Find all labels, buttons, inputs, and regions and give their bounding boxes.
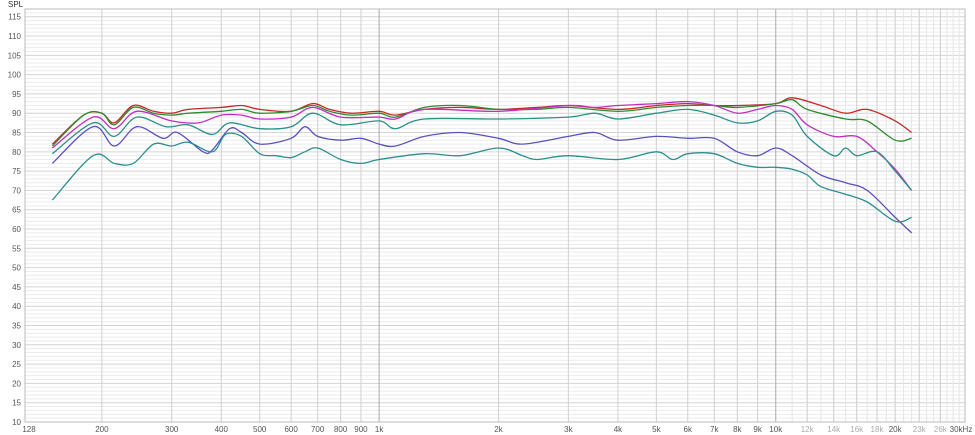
x-tick-label: 8k [733, 425, 742, 434]
x-tick-label: 500 [253, 425, 267, 434]
y-tick-label: 50 [12, 264, 21, 273]
y-tick-label: 40 [12, 302, 21, 311]
x-tick-label: 128 [22, 425, 36, 434]
y-tick-label: 95 [12, 90, 21, 99]
x-tick-label: 800 [334, 425, 348, 434]
x-tick-label: 18k [871, 425, 885, 434]
y-axis-label: SPL [8, 0, 24, 9]
x-tick-label: 26k [934, 425, 948, 434]
x-tick-label: 5k [652, 425, 661, 434]
y-tick-label: 55 [12, 244, 21, 253]
series-line-5 [51, 126, 913, 234]
y-tick-label: 20 [12, 379, 21, 388]
x-tick-label: 1k [375, 425, 384, 434]
y-tick-label: 80 [12, 148, 21, 157]
y-tick-label: 105 [8, 51, 22, 60]
x-tick-label: 4k [614, 425, 623, 434]
x-tick-label: 600 [284, 425, 298, 434]
x-tick-label: 400 [215, 425, 229, 434]
series-line-3 [51, 100, 913, 191]
x-tick-label: 7k [710, 425, 719, 434]
y-tick-label: 70 [12, 186, 21, 195]
y-tick-label: 15 [12, 399, 21, 408]
x-tick-label: 2k [494, 425, 503, 434]
x-tick-label: 6k [684, 425, 693, 434]
x-tick-label: 10k [769, 425, 783, 434]
x-tick-label: 14k [827, 425, 841, 434]
x-tick-label: 900 [354, 425, 368, 434]
y-tick-label: 90 [12, 109, 21, 118]
plot-frame [24, 8, 966, 423]
series-lines [51, 97, 913, 234]
x-tick-label: 23k [913, 425, 927, 434]
y-tick-label: 85 [12, 129, 21, 138]
grid [24, 8, 966, 423]
y-tick-label: 60 [12, 225, 21, 234]
y-tick-label: 25 [12, 360, 21, 369]
x-tick-label: 16k [850, 425, 864, 434]
x-tick-label: 3k [564, 425, 573, 434]
y-tick-label: 65 [12, 206, 21, 215]
y-tick-label: 35 [12, 322, 21, 331]
x-tick-label: 700 [311, 425, 325, 434]
x-tick-label: 30kHz [950, 425, 973, 434]
y-tick-label: 75 [12, 167, 21, 176]
y-tick-label: 10 [12, 418, 21, 427]
y-tick-label: 115 [8, 13, 21, 22]
y-tick-label: 45 [12, 283, 21, 292]
x-tick-label: 12k [801, 425, 815, 434]
x-tick-label: 9k [753, 425, 762, 434]
y-axis-ticks: 10 15 20 25 30 35 40 45 50 55 60 65 70 75 80 85 90 95 100 1… [8, 13, 22, 427]
x-tick-label: 20k [889, 425, 903, 434]
x-tick-label: 200 [95, 425, 109, 434]
series-line-4 [51, 108, 913, 191]
y-tick-label: 100 [8, 71, 22, 80]
x-axis-ticks: 128 200 300 400 500 600 700 800 900 1k 2k 3k 4k 5k 6k 7… [22, 425, 972, 434]
y-tick-label: 110 [8, 32, 21, 41]
y-tick-label: 30 [12, 341, 21, 350]
series-line-6 [51, 132, 912, 223]
x-tick-label: 300 [165, 425, 179, 434]
